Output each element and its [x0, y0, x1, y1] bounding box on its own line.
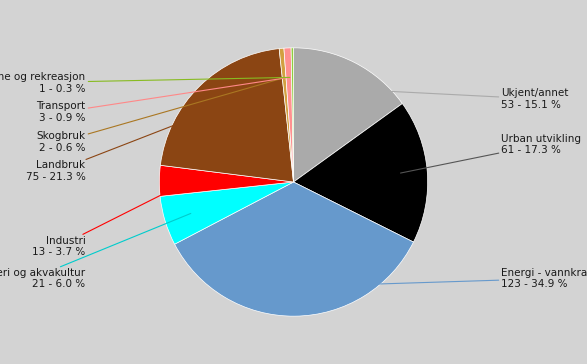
Text: Urban utvikling
61 - 17.3 %: Urban utvikling 61 - 17.3 % — [400, 134, 582, 173]
Wedge shape — [279, 48, 294, 182]
Text: Ukjent/annet
53 - 15.1 %: Ukjent/annet 53 - 15.1 % — [344, 88, 569, 110]
Text: Skogbruk
2 - 0.6 %: Skogbruk 2 - 0.6 % — [36, 79, 282, 153]
Wedge shape — [294, 103, 428, 242]
Wedge shape — [160, 49, 294, 182]
Text: Fiskeri og akvakultur
21 - 6.0 %: Fiskeri og akvakultur 21 - 6.0 % — [0, 213, 191, 289]
Text: Turisme og rekreasjon
1 - 0.3 %: Turisme og rekreasjon 1 - 0.3 % — [0, 72, 290, 94]
Wedge shape — [284, 48, 294, 182]
Text: Industri
13 - 3.7 %: Industri 13 - 3.7 % — [32, 182, 186, 257]
Text: Energi - vannkraft
123 - 34.9 %: Energi - vannkraft 123 - 34.9 % — [297, 268, 587, 289]
Text: Transport
3 - 0.9 %: Transport 3 - 0.9 % — [36, 78, 286, 123]
Wedge shape — [160, 182, 294, 244]
Wedge shape — [159, 165, 294, 196]
Text: Landbruk
75 - 21.3 %: Landbruk 75 - 21.3 % — [26, 108, 218, 182]
Wedge shape — [294, 48, 402, 182]
Wedge shape — [174, 182, 413, 316]
Wedge shape — [291, 48, 294, 182]
